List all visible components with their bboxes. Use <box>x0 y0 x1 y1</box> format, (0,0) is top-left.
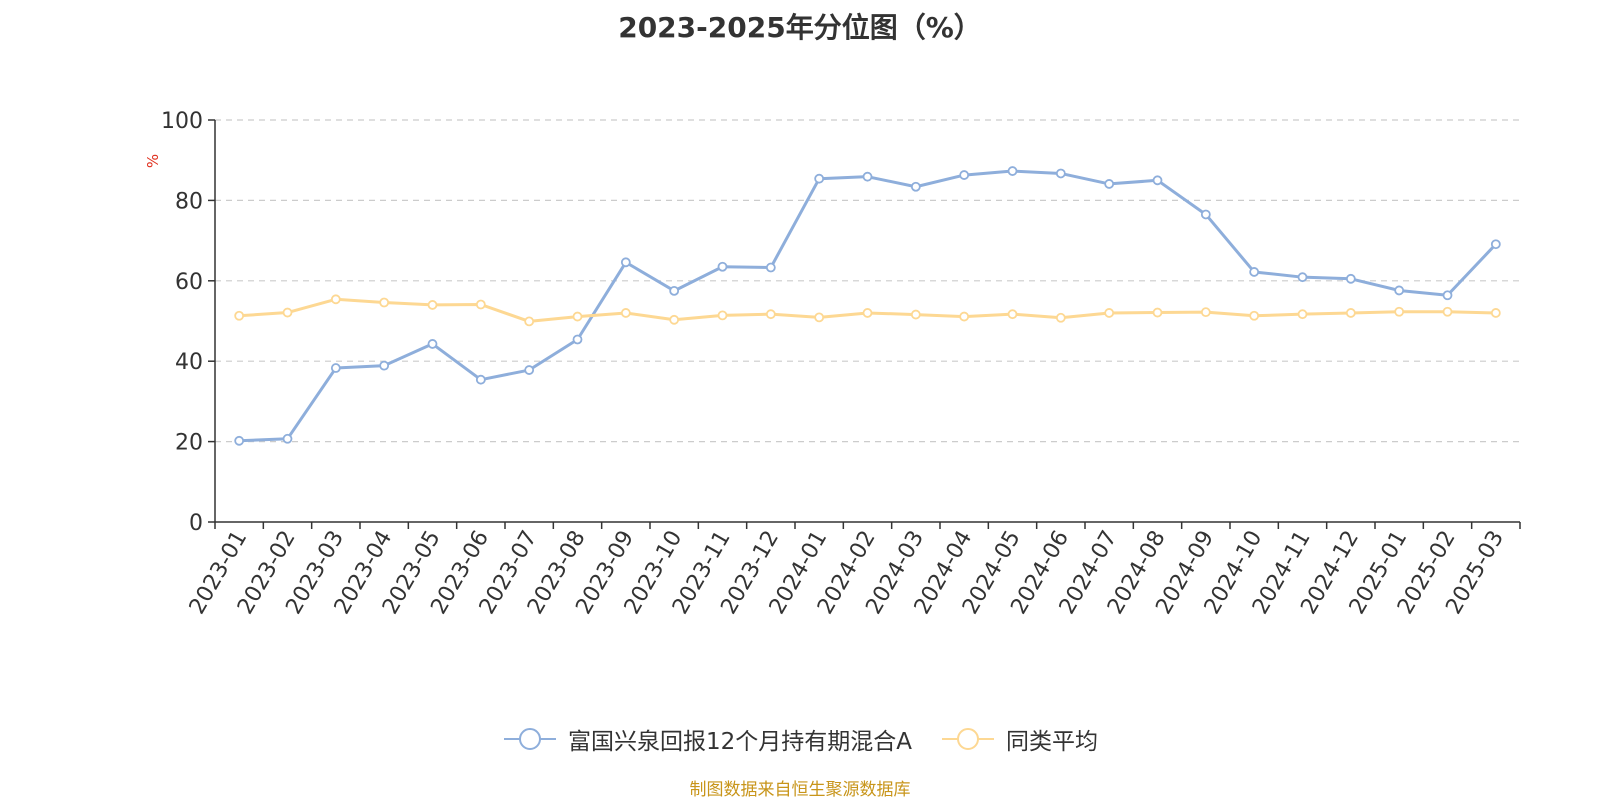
data-point[interactable] <box>717 261 728 272</box>
series-0 <box>234 166 1501 446</box>
data-point[interactable] <box>717 310 728 321</box>
data-point[interactable] <box>427 300 438 310</box>
data-point[interactable] <box>234 435 245 446</box>
axes: % <box>144 120 1520 523</box>
series <box>234 166 1501 446</box>
data-point[interactable] <box>1297 272 1308 283</box>
data-point[interactable] <box>330 363 341 373</box>
data-point[interactable] <box>620 257 631 268</box>
data-point[interactable] <box>620 308 631 318</box>
data-point[interactable] <box>1394 306 1405 317</box>
y-tick-label: 80 <box>175 189 203 214</box>
data-point[interactable] <box>282 307 293 318</box>
chart-title: 2023-2025年分位图（%） <box>618 11 982 44</box>
data-point[interactable] <box>1442 306 1453 317</box>
data-point[interactable] <box>1297 309 1308 320</box>
data-point[interactable] <box>1055 168 1066 179</box>
data-point[interactable] <box>1345 273 1356 284</box>
data-point[interactable] <box>379 297 390 308</box>
data-point[interactable] <box>814 312 825 323</box>
data-point[interactable] <box>475 374 486 385</box>
legend-label-average: 同类平均 <box>1006 729 1098 755</box>
legend-label-fund: 富国兴泉回报12个月持有期混合A <box>567 729 912 755</box>
data-point[interactable] <box>910 309 921 320</box>
data-point[interactable] <box>669 314 680 325</box>
data-point[interactable] <box>330 294 341 305</box>
y-axis-label: % <box>144 154 162 168</box>
data-point[interactable] <box>427 339 438 349</box>
data-point[interactable] <box>1200 307 1211 318</box>
data-point[interactable] <box>1490 308 1501 318</box>
series-1 <box>234 294 1501 327</box>
data-point[interactable] <box>959 311 970 322</box>
data-point[interactable] <box>669 285 680 296</box>
data-point[interactable] <box>1152 175 1163 186</box>
data-point[interactable] <box>910 181 921 192</box>
grid-lines <box>215 119 1520 443</box>
data-point[interactable] <box>1104 179 1115 189</box>
data-source-note: 制图数据来自恒生聚源数据库 <box>689 780 911 800</box>
legend-line-circle-icon <box>503 728 556 750</box>
data-point[interactable] <box>1007 309 1018 320</box>
data-point[interactable] <box>572 311 583 322</box>
data-point[interactable] <box>1394 285 1405 296</box>
data-point[interactable] <box>1200 209 1211 220</box>
data-point[interactable] <box>1007 166 1018 176</box>
y-tick-label: 100 <box>161 109 203 134</box>
y-tick-label: 60 <box>175 270 203 295</box>
y-tick-label: 20 <box>175 431 203 456</box>
legend-line-circle-icon <box>942 728 994 750</box>
legend-item-average[interactable]: 同类平均 <box>940 722 1098 756</box>
data-point[interactable] <box>524 365 535 375</box>
data-point[interactable] <box>1442 290 1453 301</box>
data-point[interactable] <box>524 316 535 327</box>
data-point[interactable] <box>572 334 583 345</box>
data-point[interactable] <box>1055 312 1066 323</box>
data-point[interactable] <box>379 360 390 371</box>
data-point[interactable] <box>1345 308 1356 318</box>
y-tick-label: 0 <box>189 511 203 536</box>
data-point[interactable] <box>862 308 873 318</box>
data-point[interactable] <box>1249 267 1260 277</box>
data-point[interactable] <box>765 262 776 273</box>
data-point[interactable] <box>1104 308 1115 318</box>
data-point[interactable] <box>475 299 486 310</box>
data-point[interactable] <box>1490 239 1501 250</box>
y-tick-label: 40 <box>175 350 203 375</box>
data-point[interactable] <box>959 170 970 180</box>
data-point[interactable] <box>1249 310 1260 321</box>
legend: 富国兴泉回报12个月持有期混合A 同类平均 <box>0 722 1600 756</box>
data-point[interactable] <box>282 433 293 444</box>
data-point[interactable] <box>765 309 776 320</box>
legend-item-fund[interactable]: 富国兴泉回报12个月持有期混合A <box>502 722 912 756</box>
x-ticks: 2023-012023-022023-032023-042023-052023-… <box>185 522 1521 619</box>
data-point[interactable] <box>862 171 873 182</box>
y-ticks: 0 20 40 60 80 100 <box>161 109 215 536</box>
data-point[interactable] <box>234 310 245 321</box>
data-point[interactable] <box>814 173 825 184</box>
data-point[interactable] <box>1152 307 1163 318</box>
